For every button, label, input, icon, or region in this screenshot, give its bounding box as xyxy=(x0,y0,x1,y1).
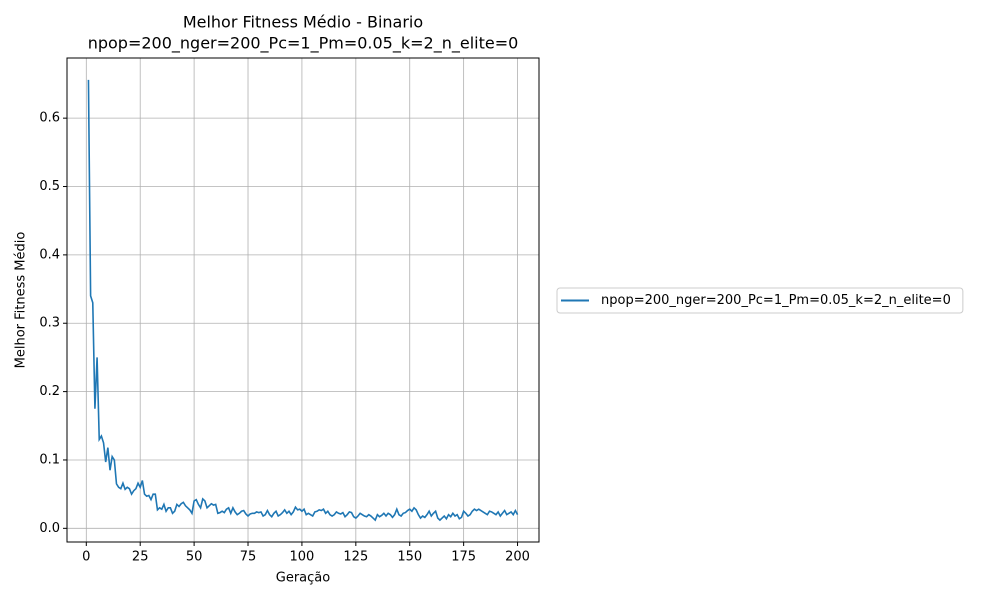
x-tick-label: 125 xyxy=(343,550,368,565)
chart-subtitle: npop=200_nger=200_Pc=1_Pm=0.05_k=2_n_eli… xyxy=(88,34,519,54)
x-tick-label: 0 xyxy=(82,550,90,565)
y-axis-label: Melhor Fitness Médio xyxy=(14,232,29,369)
plot-frame xyxy=(66,57,540,543)
y-tick-label: 0.5 xyxy=(39,179,60,194)
chart-title: Melhor Fitness Médio - Binario xyxy=(183,13,423,32)
x-axis-label: Geração xyxy=(276,571,330,586)
y-tick-label: 0.1 xyxy=(39,452,60,467)
y-tick-label: 0.3 xyxy=(39,316,60,331)
y-tick-label: 0.2 xyxy=(39,384,60,399)
legend-label: npop=200_nger=200_Pc=1_Pm=0.05_k=2_n_eli… xyxy=(601,293,951,308)
x-tick-label: 50 xyxy=(186,550,203,565)
x-tick-label: 75 xyxy=(240,550,257,565)
data-line xyxy=(87,79,519,522)
y-tick-label: 0.0 xyxy=(39,521,60,536)
x-tick-label: 25 xyxy=(132,550,149,565)
legend-box xyxy=(556,287,964,314)
x-tick-label: 100 xyxy=(290,550,315,565)
x-tick-label: 175 xyxy=(451,550,476,565)
y-tick-label: 0.6 xyxy=(39,111,60,126)
x-tick-label: 150 xyxy=(397,550,422,565)
y-tick-label: 0.4 xyxy=(39,247,60,262)
x-tick-label: 200 xyxy=(505,550,530,565)
